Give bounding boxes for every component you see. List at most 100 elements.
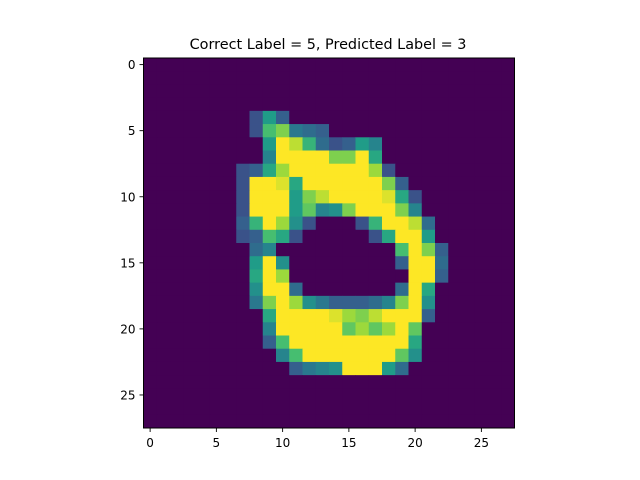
pixel-cell [395,163,409,178]
pixel-cell [223,137,237,151]
pixel-cell [488,335,502,350]
pixel-cell [488,176,502,191]
pixel-cell [170,375,184,389]
pixel-cell [223,309,237,323]
pixel-cell [183,58,197,72]
pixel-cell [448,295,462,310]
pixel-cell [223,388,237,402]
pixel-cell [501,229,515,244]
pixel-cell [223,269,237,284]
pixel-cell [302,348,317,363]
pixel-cell [236,110,250,125]
pixel-cell [183,216,197,231]
pixel-cell [435,229,449,244]
pixel-cell [448,137,462,151]
pixel-cell [395,124,409,138]
pixel-cell [395,203,409,217]
pixel-cell [355,150,370,165]
pixel-cell [408,176,423,191]
pixel-cell [196,71,211,85]
pixel-cell [368,110,383,125]
pixel-cell [223,361,237,376]
pixel-cell [262,190,277,204]
pixel-cell [355,401,370,416]
pixel-cell [276,361,290,376]
pixel-cell [223,110,237,125]
pixel-cell [183,243,197,257]
pixel-cell [315,176,330,191]
pixel-cell [196,309,211,323]
pixel-cell [488,97,502,112]
pixel-cell [209,124,224,138]
pixel-cell [262,269,277,284]
pixel-cell [315,335,330,350]
pixel-cell [170,163,184,178]
pixel-cell [156,309,171,323]
pixel-cell [395,414,409,429]
pixel-cell [249,84,264,99]
pixel-cell [302,414,317,429]
pixel-cell [156,84,171,99]
pixel-cell [501,137,515,151]
pixel-cell [329,414,343,429]
pixel-cell [461,282,476,297]
pixel-cell [488,124,502,138]
pixel-cell [488,71,502,85]
pixel-cell [342,269,356,284]
pixel-cell [342,309,356,323]
pixel-cell [474,375,489,389]
pixel-cell [262,375,277,389]
pixel-cell [435,335,449,350]
pixel-cell [355,414,370,429]
pixel-cell [209,58,224,72]
pixel-cell [170,388,184,402]
pixel-cell [236,203,250,217]
pixel-cell [183,414,197,429]
pixel-cell [421,282,436,297]
pixel-cell [448,150,462,165]
pixel-cell [488,163,502,178]
pixel-cell [329,309,343,323]
pixel-cell [209,137,224,151]
pixel-cell [289,203,303,217]
pixel-cell [368,58,383,72]
pixel-cell [342,150,356,165]
pixel-cell [368,190,383,204]
pixel-cell [156,58,171,72]
pixel-cell [395,295,409,310]
pixel-cell [249,190,264,204]
pixel-cell [382,256,396,270]
pixel-cell [421,163,436,178]
pixel-cell [329,269,343,284]
pixel-cell [435,295,449,310]
axis-ticks: 0 5 10 15 20 25 0 5 10 15 20 25 [120,58,489,450]
pixel-cell [329,124,343,138]
pixel-cell [276,269,290,284]
pixel-cell [382,71,396,85]
pixel-cell [368,84,383,99]
pixel-cell [262,176,277,191]
pixel-cell [421,229,436,244]
pixel-cell [448,229,462,244]
pixel-cell [448,335,462,350]
pixel-cell [435,203,449,217]
pixel-cell [170,176,184,191]
pixel-cell [421,322,436,336]
pixel-cell [289,388,303,402]
pixel-cell [368,282,383,297]
pixel-cell [448,309,462,323]
pixel-cell [329,401,343,416]
pixel-cell [236,256,250,270]
pixel-cell [474,414,489,429]
pixel-cell [276,71,290,85]
pixel-cell [143,216,158,231]
pixel-cell [302,216,317,231]
pixel-cell [156,229,171,244]
pixel-cell [342,322,356,336]
pixel-cell [474,401,489,416]
pixel-cell [302,269,317,284]
pixel-cell [421,150,436,165]
pixel-cell [196,84,211,99]
pixel-cell [461,229,476,244]
pixel-cell [289,348,303,363]
